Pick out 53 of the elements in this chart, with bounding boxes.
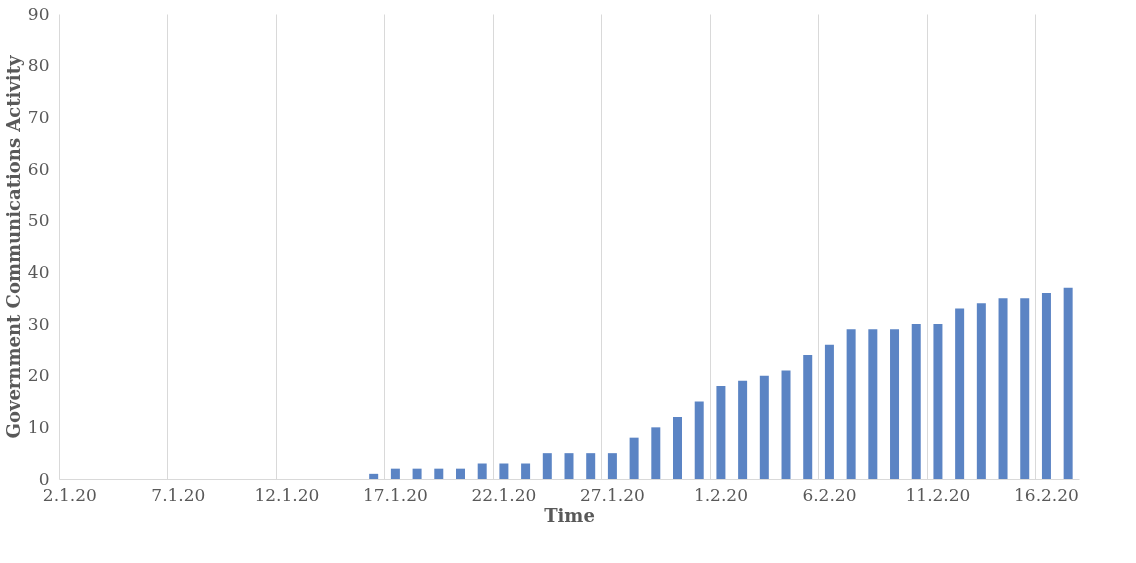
y-axis-title: Government Communications Activity [2,55,24,439]
bar [781,370,791,479]
y-tick-label: 50 [27,210,50,231]
bar [803,355,813,479]
bar [759,375,769,479]
bar [477,463,487,479]
bar [434,468,444,479]
bar [651,427,661,479]
bar [911,324,921,479]
x-tick-label: 7.1.20 [151,484,206,505]
bar [369,473,379,479]
y-tick-label: 20 [27,365,50,386]
bar [586,453,596,479]
bar [976,303,986,479]
bar [412,468,422,479]
y-tick-label: 30 [27,313,50,334]
bar [738,380,748,479]
bar [694,401,704,479]
bar [521,463,531,479]
bar [390,468,400,479]
y-tick-label: 40 [27,261,50,282]
y-tick-label: 80 [27,55,50,76]
y-tick-label: 60 [27,158,50,179]
x-tick-label: 27.1.20 [579,484,645,505]
bar [455,468,465,479]
bar [564,453,574,479]
x-tick-label: 6.2.20 [802,484,857,505]
bar [673,417,683,479]
x-tick-label: 11.2.20 [905,484,971,505]
bar [542,453,552,479]
x-axis-title: Time [544,504,595,526]
bar [607,453,617,479]
bar [629,437,639,479]
x-tick-label: 12.1.20 [254,484,320,505]
bar [499,463,509,479]
bar [933,324,943,479]
bar [716,386,726,479]
bar [868,329,878,479]
x-tick-label: 16.2.20 [1014,484,1079,505]
bar [1041,293,1051,479]
x-tick-label: 1.2.20 [693,484,748,505]
bar [1020,298,1030,479]
bar [890,329,900,479]
x-tick-label: 17.1.20 [362,484,428,505]
y-tick-label: 70 [27,106,50,127]
bar [1063,287,1073,479]
bar [955,308,965,479]
bar [824,344,834,479]
bar [846,329,856,479]
y-tick-label: 90 [27,3,50,24]
y-tick-label: 10 [27,416,50,437]
x-tick-label: 22.1.20 [471,484,537,505]
bar [998,298,1008,479]
